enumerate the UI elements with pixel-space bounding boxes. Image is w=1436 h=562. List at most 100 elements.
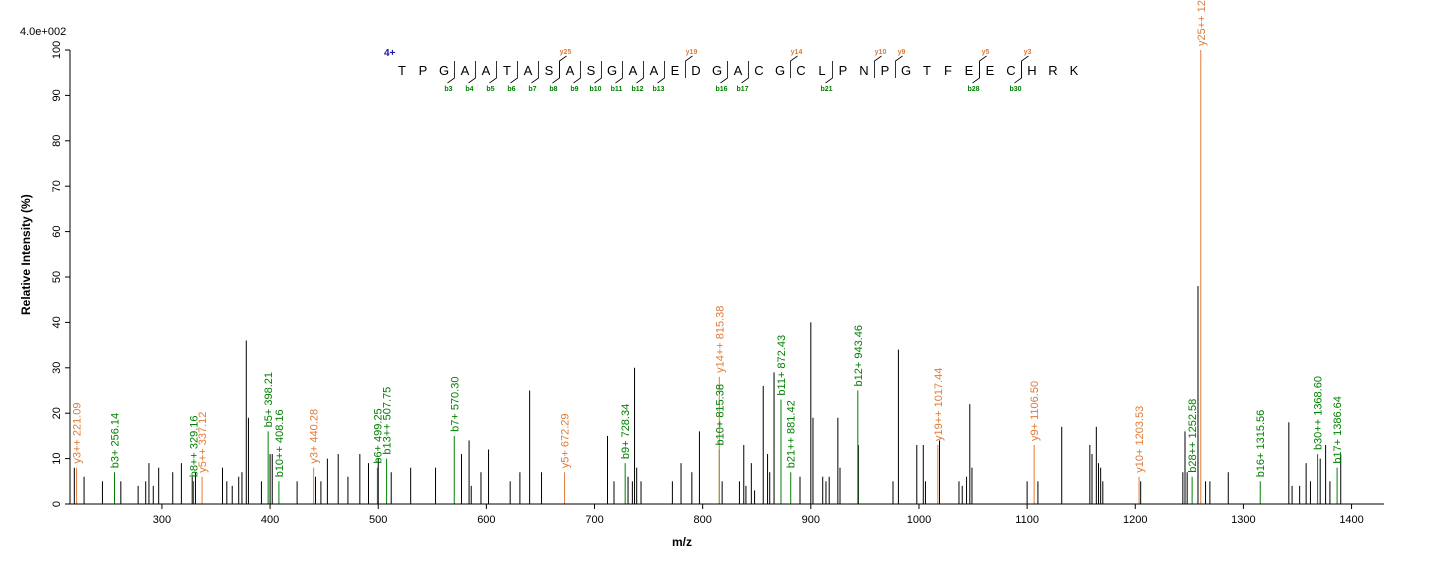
peak-label: b5+ 398.21 bbox=[263, 372, 275, 427]
sequence-residue: D bbox=[691, 63, 700, 78]
sequence-residue: N bbox=[859, 63, 868, 78]
sequence-residue: T bbox=[503, 63, 511, 78]
peak-label: b10+ 815.38 bbox=[714, 384, 726, 445]
sequence-residue: G bbox=[607, 63, 617, 78]
y-ion-marker: y25 bbox=[560, 49, 572, 56]
peak-label: b10++ 408.16 bbox=[274, 409, 286, 477]
peak-label: y3+ 440.28 bbox=[309, 409, 321, 464]
sequence-residue: A bbox=[524, 63, 533, 78]
sequence-residue: C bbox=[796, 63, 805, 78]
ticks: 300 400 500 600 700 800 900 1000 1100 1200 1300 140… bbox=[51, 41, 1364, 526]
b-ion-bracket bbox=[594, 61, 602, 84]
x-tick-label: 900 bbox=[802, 514, 820, 526]
y-ion-marker: y19 bbox=[686, 49, 698, 56]
b-ion-bracket bbox=[615, 61, 623, 84]
b-ion-marker: b6 bbox=[507, 86, 515, 93]
x-tick-label: 1100 bbox=[1015, 514, 1039, 526]
b-ion-marker: b4 bbox=[465, 86, 473, 93]
b-ion-marker: b21 bbox=[820, 86, 832, 93]
y-tick-label: 70 bbox=[51, 180, 63, 192]
y-ion-marker: y5 bbox=[982, 49, 990, 56]
peaks-layer bbox=[73, 50, 1342, 504]
sequence-residue: A bbox=[566, 63, 575, 78]
y-ion-marker: y14 bbox=[791, 49, 803, 56]
y-axis-title: Relative Intensity (%) bbox=[19, 194, 33, 315]
peak-label: y3++ 221.09 bbox=[72, 403, 84, 464]
sequence-residue: A bbox=[482, 63, 491, 78]
b-ion-bracket bbox=[573, 61, 581, 84]
b-ion-bracket bbox=[510, 61, 518, 84]
peak-label: y25++ 1260.59 bbox=[1196, 0, 1208, 46]
x-tick-label: 400 bbox=[261, 514, 279, 526]
peak-label: y5++ 337.12 bbox=[197, 412, 209, 473]
b-ion-bracket bbox=[489, 61, 497, 84]
sequence-residue: H bbox=[1027, 63, 1036, 78]
peak-label: b9+ 728.34 bbox=[620, 404, 632, 459]
b-ion-marker: b28 bbox=[967, 86, 979, 93]
b-ion-bracket bbox=[741, 61, 749, 84]
x-tick-label: 1400 bbox=[1339, 514, 1363, 526]
peak-label: y19++ 1017.44 bbox=[933, 368, 945, 441]
sequence-residue: P bbox=[839, 63, 848, 78]
peak-label: y9+ 1106.50 bbox=[1029, 381, 1041, 441]
y-ion-bracket bbox=[1021, 55, 1029, 78]
peak-label: b8++ 329.16 bbox=[188, 416, 200, 478]
b-ion-bracket bbox=[825, 61, 833, 84]
peak-label: b30++ 1368.60 bbox=[1313, 376, 1325, 450]
sequence-residue: L bbox=[818, 63, 825, 78]
sequence-residue: S bbox=[587, 63, 596, 78]
sequence-residue: E bbox=[965, 63, 974, 78]
y-ion-marker: y3 bbox=[1024, 49, 1032, 56]
sequence-residue: G bbox=[439, 63, 449, 78]
y-tick-label: 0 bbox=[51, 501, 63, 507]
y-tick-label: 100 bbox=[51, 41, 63, 59]
peak-label: b6+ 499.25 bbox=[372, 408, 384, 463]
y-ion-bracket bbox=[874, 55, 882, 78]
b-ion-marker: b9 bbox=[570, 86, 578, 93]
y-ion-bracket bbox=[685, 55, 693, 78]
peak-label: b17+ 1386.64 bbox=[1332, 396, 1344, 464]
x-tick-label: 600 bbox=[477, 514, 495, 526]
sequence-residue: E bbox=[671, 63, 680, 78]
b-ion-marker: b17 bbox=[736, 86, 748, 93]
x-tick-label: 800 bbox=[693, 514, 711, 526]
b-ion-bracket bbox=[657, 61, 665, 84]
b-ion-bracket bbox=[531, 61, 539, 84]
b-ion-marker: b8 bbox=[549, 86, 557, 93]
x-axis-title: m/z bbox=[672, 535, 692, 549]
sequence-residue: A bbox=[650, 63, 659, 78]
sequence-residue: T bbox=[398, 63, 406, 78]
x-tick-label: 1200 bbox=[1123, 514, 1147, 526]
b-ion-bracket bbox=[552, 61, 560, 84]
b-ion-bracket bbox=[468, 61, 476, 84]
y-ion-marker: y9 bbox=[898, 49, 906, 56]
y-ion-bracket bbox=[790, 55, 798, 78]
y-tick-label: 90 bbox=[51, 89, 63, 101]
b-ion-marker: b13 bbox=[652, 86, 664, 93]
peak-label: b7+ 570.30 bbox=[449, 377, 461, 432]
peak-label: b12+ 943.46 bbox=[853, 325, 865, 386]
x-tick-label: 700 bbox=[585, 514, 603, 526]
y-ion-bracket bbox=[979, 55, 987, 78]
y-tick-label: 80 bbox=[51, 135, 63, 147]
x-tick-label: 500 bbox=[369, 514, 387, 526]
charge-state-label: 4+ bbox=[384, 48, 396, 59]
y-ion-marker: y10 bbox=[875, 49, 887, 56]
b-ion-marker: b30 bbox=[1009, 86, 1021, 93]
sequence-residue: E bbox=[986, 63, 995, 78]
sequence-residue: G bbox=[775, 63, 785, 78]
b-ion-marker: b5 bbox=[486, 86, 494, 93]
b-ion-marker: b10 bbox=[589, 86, 601, 93]
peak-label: b11+ 872.43 bbox=[776, 335, 788, 396]
y-tick-label: 60 bbox=[51, 225, 63, 237]
b-ion-bracket bbox=[720, 61, 728, 84]
sequence-residue: C bbox=[754, 63, 763, 78]
sequence-residue: A bbox=[461, 63, 470, 78]
sequence-residue: S bbox=[545, 63, 554, 78]
sequence-residue: A bbox=[629, 63, 638, 78]
peptide-sequence: T P G A A T A S A S G A A E D G A C G C L P N P G T F E E C H R Kb3 b4 b5 b… bbox=[398, 49, 1079, 93]
peak-label: b13++ 507.75 bbox=[382, 387, 394, 455]
peak-label: b16+ 1315.56 bbox=[1255, 410, 1267, 478]
